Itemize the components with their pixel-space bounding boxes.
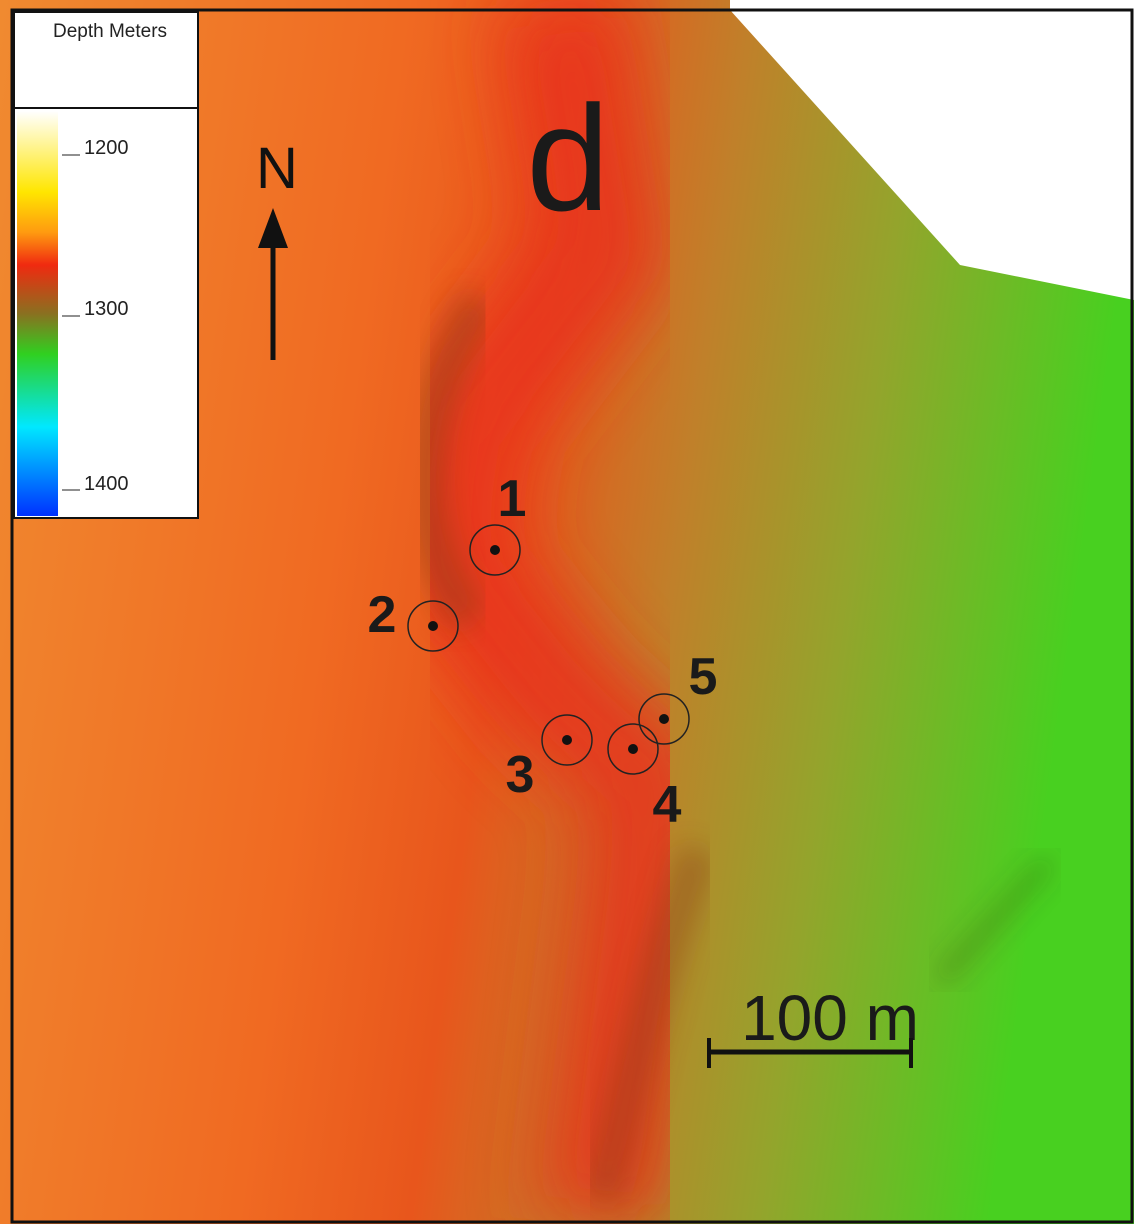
site-label: 1 — [498, 470, 527, 528]
site-label: 2 — [368, 586, 397, 644]
panel-label: d — [526, 74, 609, 242]
north-label: N — [256, 136, 298, 201]
bathymetry-map: Depth Meters 1200 1300 1400 N d 1 2 3 4 … — [0, 0, 1134, 1224]
colorbar — [17, 111, 58, 516]
scale-bar-label: 100 m — [741, 982, 919, 1054]
depth-legend: Depth Meters 1200 1300 1400 — [14, 12, 198, 518]
site-label: 5 — [689, 648, 718, 706]
legend-tick-label: 1300 — [84, 298, 129, 320]
legend-tick-label: 1200 — [84, 137, 129, 159]
legend-tick-label: 1400 — [84, 473, 129, 495]
site-label: 3 — [506, 746, 535, 804]
legend-title: Depth Meters — [53, 21, 167, 42]
site-label: 4 — [653, 776, 682, 834]
